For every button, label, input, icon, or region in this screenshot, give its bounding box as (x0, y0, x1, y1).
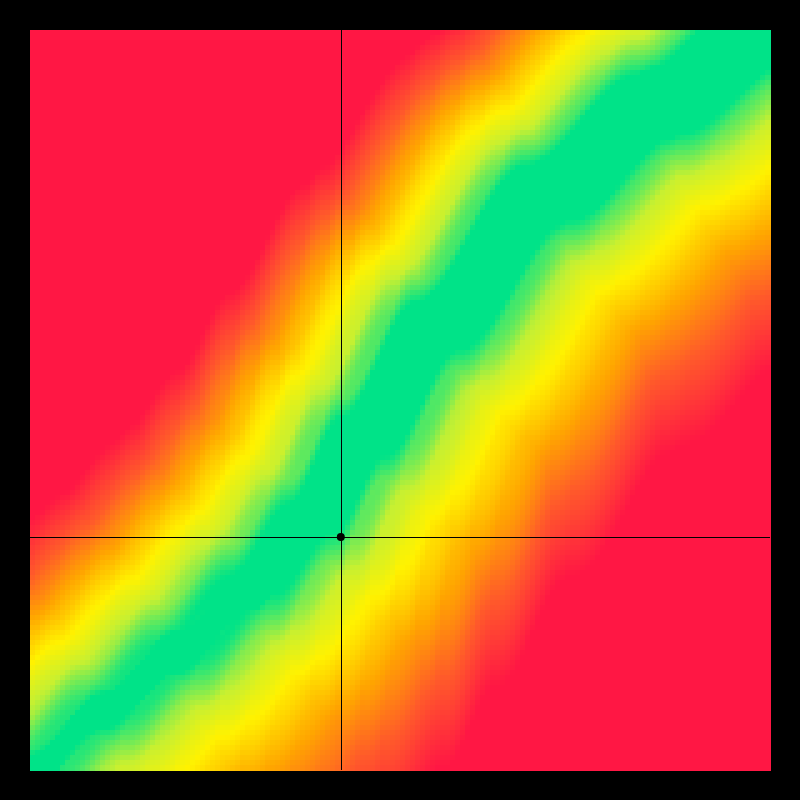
chart-container: TheBottleneck.com (0, 0, 800, 800)
bottleneck-heatmap (0, 0, 800, 800)
